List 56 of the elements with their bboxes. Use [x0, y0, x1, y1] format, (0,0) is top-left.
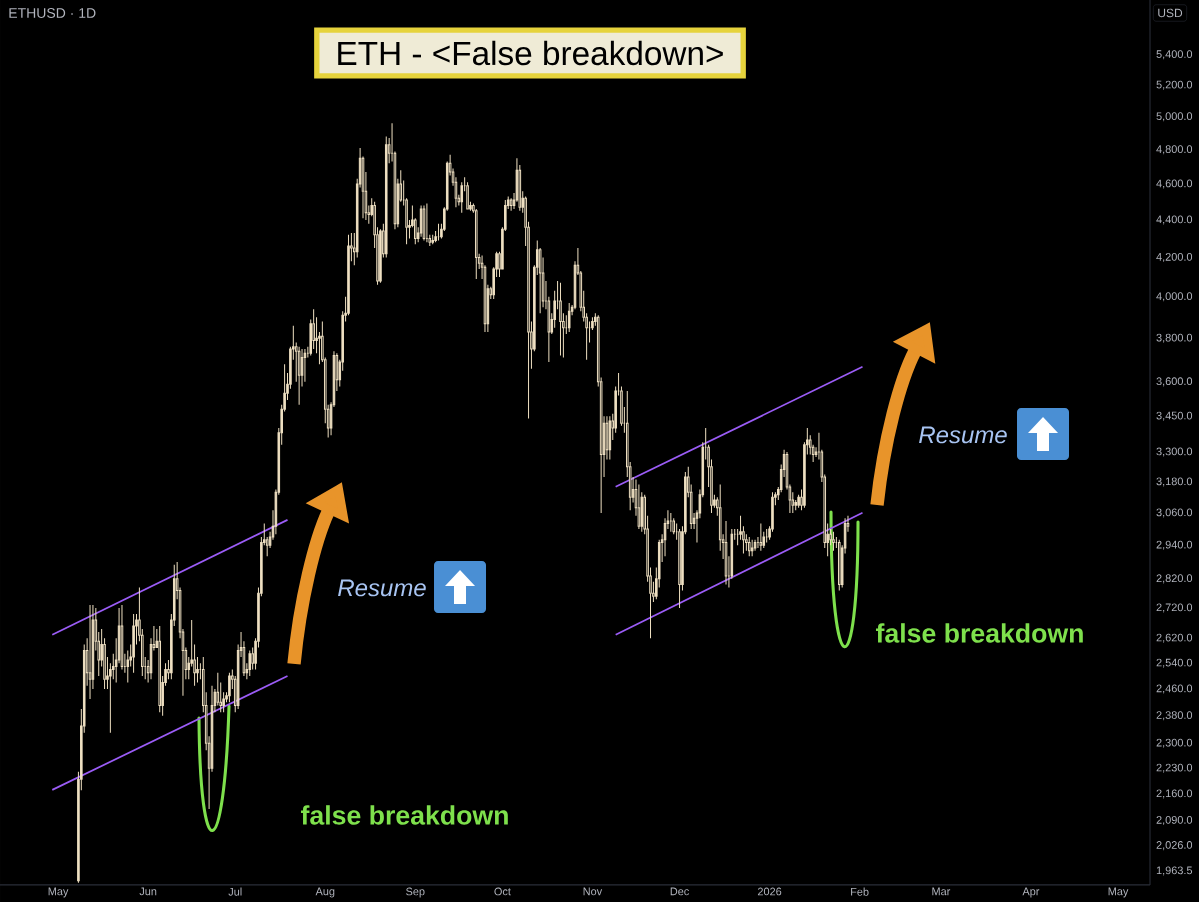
- x-tick-label: Apr: [1022, 887, 1040, 898]
- candlestick: [553, 290, 556, 329]
- chart-subtitle: ETHUSD · 1D: [9, 8, 96, 18]
- candlestick: [117, 607, 121, 664]
- y-tick-label: 5,200.0: [1156, 80, 1193, 90]
- x-tick-label: Jul: [228, 887, 242, 896]
- y-tick-label: 3,800.0: [1156, 333, 1193, 343]
- y-tick-label: 5,400.0: [1156, 50, 1193, 60]
- x-tick-label: Feb: [851, 887, 869, 896]
- annotation: false breakdown: [875, 623, 1083, 643]
- x-tick-label: Mar: [932, 887, 951, 896]
- y-tick-label: 4,000.0: [1156, 292, 1193, 302]
- y-tick-label: 2,940.0: [1156, 540, 1193, 550]
- y-tick-label: 2,720.0: [1156, 603, 1193, 613]
- y-tick-label: 2,380.0: [1156, 711, 1193, 721]
- text: USD: [1158, 8, 1183, 18]
- annotation: false breakdown: [300, 805, 508, 825]
- y-tick-label: 4,600.0: [1156, 179, 1193, 189]
- y-tick-label: 2,160.0: [1156, 789, 1193, 799]
- x-tick-label: Aug: [315, 887, 335, 898]
- y-tick-label: 4,200.0: [1156, 253, 1193, 263]
- x-tick-label: May: [48, 887, 69, 898]
- y-tick-label: 4,800.0: [1156, 145, 1193, 155]
- candlestick: [196, 656, 199, 683]
- annotation: Resume: [338, 579, 426, 597]
- y-tick-label: 2,026.0: [1156, 841, 1193, 851]
- y-tick-label: 2,300.0: [1156, 738, 1193, 748]
- x-tick-label: 2026: [757, 887, 782, 896]
- y-tick-label: 2,820.0: [1156, 574, 1193, 584]
- candlestick: [745, 533, 748, 552]
- x-tick-label: Oct: [494, 887, 511, 896]
- y-tick-label: 3,300.0: [1156, 447, 1193, 457]
- y-tick-label: 2,230.0: [1156, 763, 1193, 773]
- y-tick-label: 3,180.0: [1156, 477, 1193, 487]
- y-tick-label: 5,000.0: [1156, 112, 1193, 122]
- y-tick-label: 3,060.0: [1156, 508, 1193, 518]
- y-tick-label: 3,450.0: [1156, 411, 1193, 421]
- candlestick: [739, 515, 742, 541]
- annotation: Resume: [919, 426, 1007, 444]
- y-tick-label: 3,600.0: [1156, 377, 1193, 387]
- x-tick-label: Sep: [406, 887, 425, 898]
- candlestick: [297, 346, 301, 406]
- y-tick-label: 2,090.0: [1156, 816, 1193, 826]
- y-tick-label: 4,400.0: [1156, 215, 1193, 225]
- y-tick-label: 2,460.0: [1156, 684, 1193, 694]
- y-tick-label: 2,540.0: [1156, 658, 1193, 668]
- y-tick-label: 2,620.0: [1156, 633, 1193, 643]
- candlestick: [637, 483, 641, 530]
- x-tick-label: May: [1108, 887, 1129, 898]
- x-tick-label: Dec: [670, 887, 689, 896]
- y-tick-label: 1,963.5: [1156, 866, 1193, 876]
- candlestick: [742, 525, 745, 555]
- candlestick: [303, 348, 307, 383]
- x-tick-label: Nov: [583, 887, 603, 896]
- text: ETH - <False breakdown>: [338, 40, 723, 66]
- x-tick-label: Jun: [139, 887, 157, 896]
